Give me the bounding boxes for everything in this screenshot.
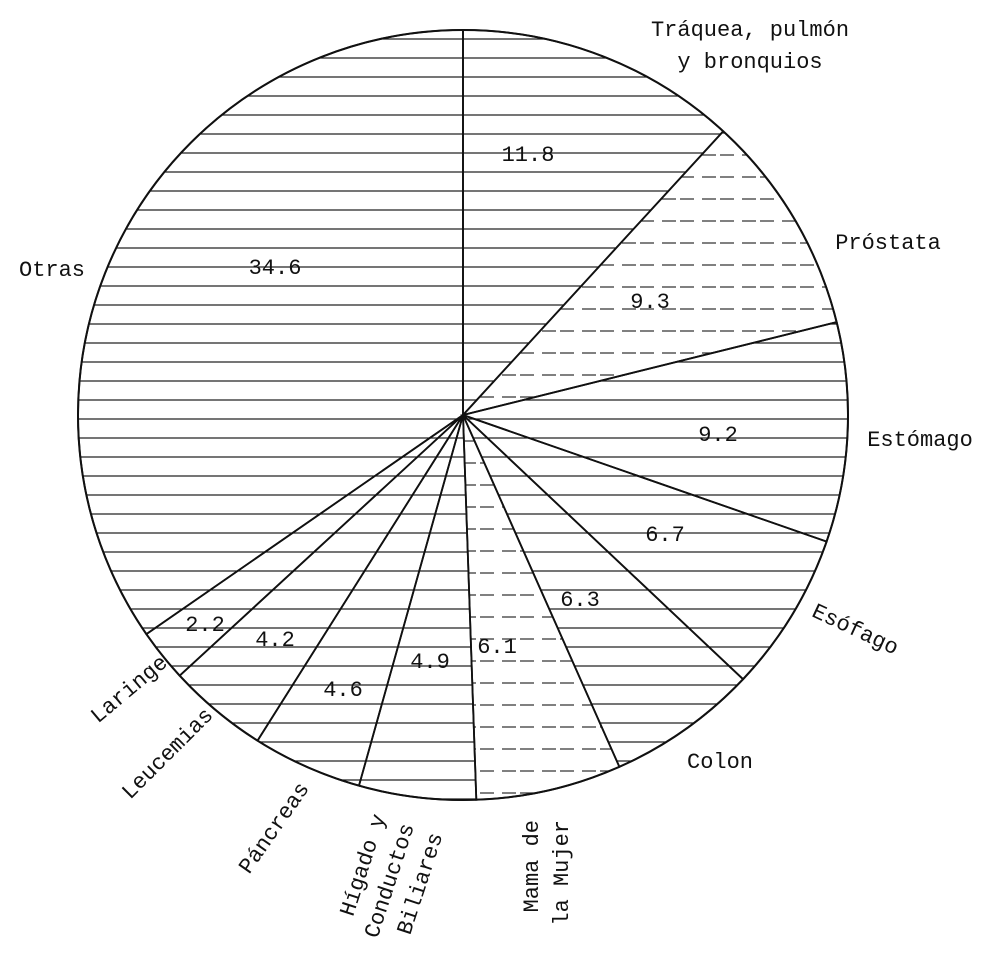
data-label: 6.3 — [560, 588, 600, 613]
data-label: 4.2 — [255, 628, 295, 653]
data-label: 6.7 — [645, 523, 685, 548]
category-label: Otras — [19, 258, 85, 283]
data-label: 6.1 — [477, 635, 517, 660]
category-label-line: Leucemias — [117, 703, 219, 805]
category-label-line: Esófago — [808, 599, 902, 661]
category-label: Mama de la Mujer — [520, 820, 575, 926]
data-label: 9.2 — [698, 423, 738, 448]
pie-outline — [77, 29, 849, 801]
category-label: Próstata — [835, 231, 941, 256]
category-label-line: Colon — [687, 750, 753, 775]
data-label: 2.2 — [185, 613, 225, 638]
category-label: Esófago — [808, 599, 902, 661]
category-label-line: Laringe — [86, 651, 173, 730]
category-label-line: Otras — [19, 258, 85, 283]
data-label: 4.9 — [410, 650, 450, 675]
data-label: 4.6 — [323, 678, 363, 703]
category-label-line: Estómago — [867, 428, 973, 453]
data-label: 11.8 — [502, 143, 555, 168]
category-label-line: y bronquios — [677, 50, 822, 75]
category-label: Laringe — [86, 651, 173, 730]
category-label-line: la Mujer — [550, 820, 575, 926]
category-label: Tráquea, pulmón y bronquios — [651, 18, 849, 75]
data-label: 34.6 — [249, 256, 302, 281]
category-label: Colon — [687, 750, 753, 775]
category-label-line: Mama de — [520, 820, 545, 912]
category-label-line: Tráquea, pulmón — [651, 18, 849, 43]
data-label: 9.3 — [630, 290, 670, 315]
category-label: Leucemias — [117, 703, 219, 805]
category-label-line: Próstata — [835, 231, 941, 256]
category-label-line: Páncreas — [234, 778, 315, 879]
category-label: Páncreas — [234, 778, 315, 879]
category-label: Estómago — [867, 428, 973, 453]
